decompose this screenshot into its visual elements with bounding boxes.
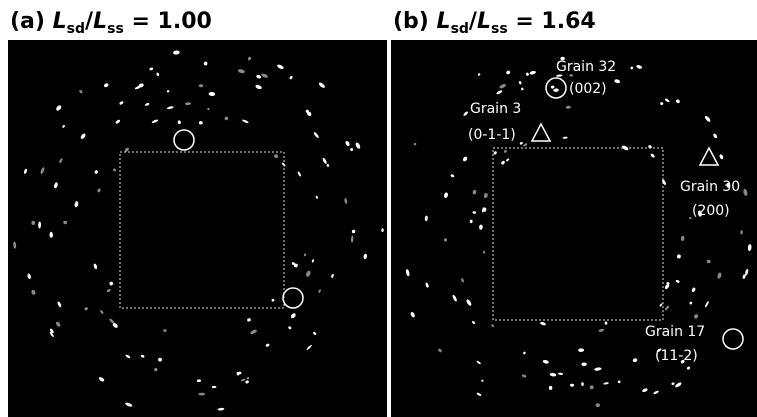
grain-label: Grain 3 (470, 101, 521, 117)
grain-index: (0-1-1) (468, 127, 516, 143)
grain-index: (002) (569, 81, 607, 97)
title-part: L (477, 9, 491, 34)
grain-label: Grain 30 (680, 179, 740, 195)
panel-label: (a) (10, 9, 45, 34)
spot (381, 228, 383, 232)
spot (199, 121, 203, 124)
grain-label: Grain 32 (556, 59, 616, 75)
title-part: ss (107, 21, 124, 37)
title-part: ss (491, 21, 508, 37)
figure: (a) Lsd/Lss = 1.00 (b) Lsd/Lss = 1.64 Gr… (0, 0, 757, 417)
title-part: = 1.00 (131, 9, 211, 34)
title-part: = 1.64 (515, 9, 595, 34)
spot (199, 84, 203, 87)
title-part: L (93, 9, 107, 34)
title-part: L (53, 9, 67, 34)
spot (740, 230, 742, 234)
grain-label: Grain 17 (645, 324, 705, 340)
panel-label: (b) (393, 9, 429, 34)
grain-index: (11-2) (655, 348, 698, 364)
grain-index: (200) (692, 203, 730, 219)
title-part: sd (67, 21, 85, 37)
panel-a-image (8, 40, 387, 417)
title-part: L (437, 9, 451, 34)
title-part: sd (451, 21, 469, 37)
spot (197, 379, 201, 382)
